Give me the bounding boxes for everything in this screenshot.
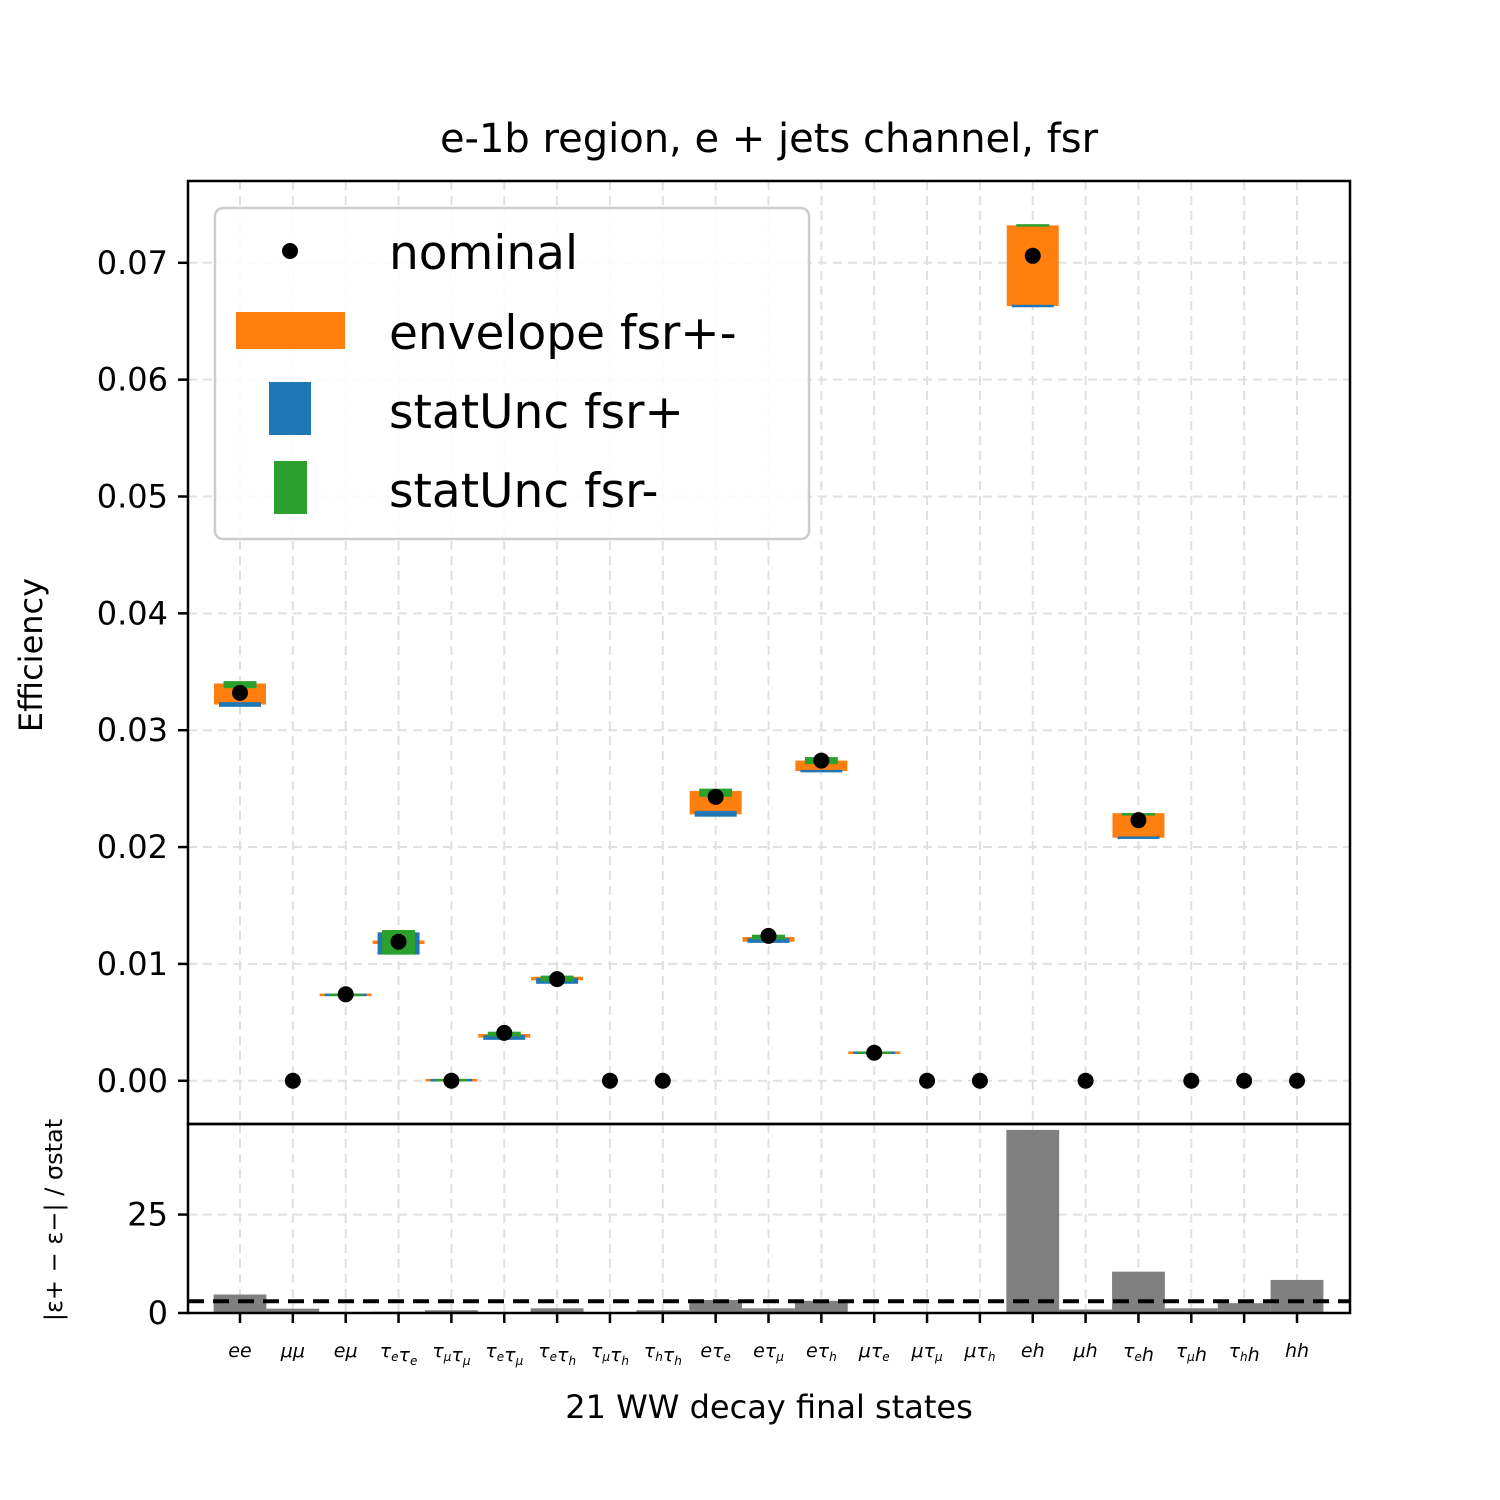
nominal-point [654,1072,671,1089]
y-tick-label: 0.05 [97,478,168,516]
envelope-box [1006,225,1059,307]
x-tick-label: μτe [858,1340,890,1364]
x-axis-label: 21 WW decay final states [565,1388,973,1426]
legend-envelope-marker [236,312,345,349]
legend-nominal-label: nominal [389,226,578,281]
legend: nominal envelope fsr+- statUnc fsr+ stat… [213,206,811,541]
stat-plus-box [800,769,843,773]
nominal-point [232,684,248,701]
x-tick-label: μτh [963,1340,995,1364]
ratio-bar [636,1310,690,1313]
ratio-y-tick-label: 25 [127,1196,168,1234]
y-tick-label: 0.07 [97,244,168,282]
nominal-point [971,1072,988,1089]
x-tick-label: τeτμ [485,1340,523,1368]
ratio-bar [425,1310,478,1313]
ratio-bar [266,1308,320,1313]
y-axis-label: Efficiency [12,578,50,732]
nominal-point [1024,247,1041,264]
legend-statplus-marker [269,382,311,435]
nominal-point [760,927,777,944]
stat-plus-box [1011,304,1054,308]
nominal-point [919,1072,936,1089]
x-tick-label: μμ [280,1340,305,1362]
y-tick-label: 0.03 [97,711,168,749]
ratio-bar [689,1300,743,1313]
ratio-y-ticks: 0 25 [127,1196,188,1332]
stat-minus-box [1016,224,1050,227]
ratio-bar [1164,1308,1218,1313]
nominal-point [813,752,830,769]
x-tick-label: τeτh [538,1340,576,1368]
x-tick-label: ee [228,1340,251,1362]
x-tick-label: τhτh [644,1340,682,1368]
nominal-point [1289,1072,1305,1089]
ratio-bar [213,1294,267,1313]
nominal-point [284,1072,301,1089]
legend-statminus-marker [274,461,307,514]
x-tick-label: τμτμ [432,1340,471,1368]
ratio-bar [1270,1279,1324,1313]
nominal-point [390,933,407,950]
ratio-y-tick-label: 0 [148,1294,168,1332]
ratio-bar [742,1308,795,1313]
ratio-bar [530,1308,584,1313]
x-tick-label: τeτe [380,1340,418,1368]
legend-frame [213,206,811,541]
ratio-bar [794,1300,848,1313]
plot-marks [214,224,1305,1089]
nominal-point [1077,1072,1094,1089]
x-tick-label: eτμ [753,1340,784,1364]
stat-plus-box [219,702,261,707]
x-tick-label: τμτh [591,1340,629,1368]
ratio-bar [1217,1303,1271,1313]
nominal-point [337,986,354,1003]
x-tick-label: hh [1285,1340,1309,1362]
ratio-bars [188,1129,1350,1313]
nominal-point [549,971,566,988]
legend-statminus-label: statUnc fsr- [389,464,658,519]
ratio-y-axis-label: |ε+ − ε−| / σstat [40,1119,68,1321]
y-tick-label: 0.01 [97,945,168,983]
x-tick-label: μτμ [910,1340,943,1364]
ratio-grid [188,1124,1350,1314]
stat-plus-box [1117,836,1160,839]
ratio-bar [1112,1271,1165,1313]
x-tick-label: μh [1073,1340,1098,1362]
chart-title: e-1b region, e + jets channel, fsr [440,116,1099,162]
x-tick-label: τeh [1123,1340,1154,1366]
x-tick-label: eμ [334,1340,358,1362]
x-ticks: ee μμ eμ τeτe τμτμ τeτμ τeτh τμτh τhτh eτe eτμ eτh μ… [228,1313,1309,1368]
legend-envelope-label: envelope fsr+- [389,306,737,361]
legend-nominal-marker [282,243,298,259]
nominal-point [707,788,724,805]
nominal-point [496,1024,513,1041]
nominal-point [1236,1072,1253,1089]
stat-minus-box [223,681,257,689]
x-tick-label: eτh [806,1340,837,1364]
x-tick-label: τμh [1176,1340,1207,1366]
nominal-point [866,1044,883,1061]
y-ticks: 0.00 0.01 0.02 0.03 0.04 0.05 0.06 0.07 [97,244,188,1100]
y-tick-label: 0.06 [97,361,168,399]
x-tick-label: τhh [1229,1340,1260,1366]
x-tick-label: eτe [700,1340,731,1364]
y-tick-label: 0.02 [97,828,168,866]
nominal-point [1183,1072,1200,1089]
ratio-bar [1059,1309,1112,1313]
nominal-point [1130,812,1147,829]
stat-plus-box [694,810,737,817]
ratio-bar [1006,1129,1060,1313]
nominal-point [601,1072,618,1089]
x-tick-label: eh [1021,1340,1045,1362]
y-tick-label: 0.04 [97,594,168,632]
nominal-point [443,1072,460,1089]
y-tick-label: 0.00 [97,1062,168,1100]
legend-statplus-label: statUnc fsr+ [389,385,684,440]
